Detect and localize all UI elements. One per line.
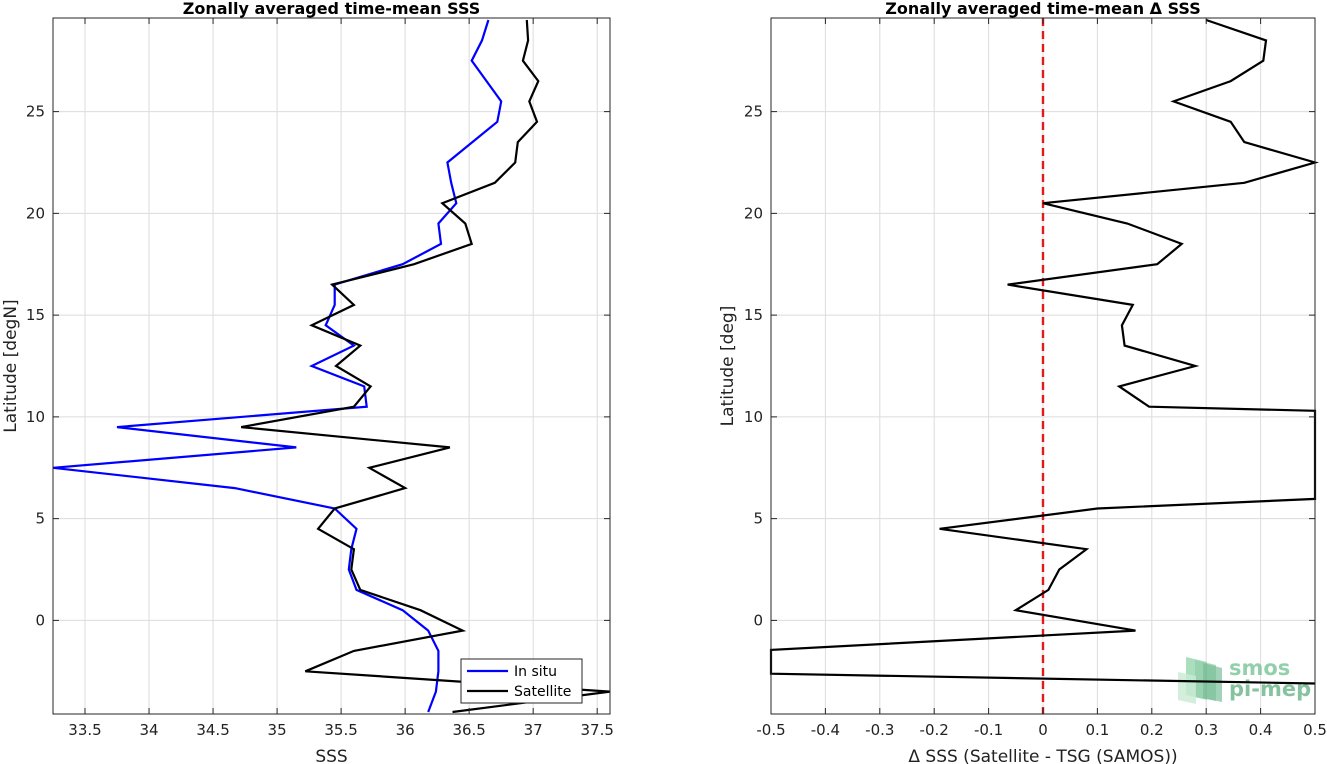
y-tick-label: 15 [744, 306, 763, 324]
x-tick-label: 35 [268, 721, 287, 739]
y-tick-label: 0 [35, 611, 45, 629]
x-tick-label: 0.2 [1140, 721, 1164, 739]
x-tick-label: 0.4 [1249, 721, 1273, 739]
delta-sss-panel: smos pi-mep -0.5 -0.4 -0.3 -0.2 -0.1 0 0.1 0.2 0… [718, 0, 1327, 764]
x-tick-label: -0.3 [865, 721, 894, 739]
sss-grid [53, 18, 610, 714]
sss-panel: 33.5 34 34.5 35 35.5 36 36.5 37 37.5 0 5 10 15 20 25 Z… [1, 0, 614, 764]
x-tick-label: 0.5 [1303, 721, 1327, 739]
y-tick-label: 10 [744, 408, 763, 426]
series-line-delta-sss [769, 18, 1319, 685]
sss-y-axis-label: Latitude [degN] [1, 299, 21, 432]
legend-box [460, 658, 583, 704]
sss-chart-title: Zonally averaged time-mean SSS [183, 0, 481, 18]
y-tick-label: 5 [35, 510, 45, 528]
legend-label-in-situ: In situ [514, 664, 557, 680]
x-tick-label: 36.5 [452, 721, 485, 739]
y-tick-label: 0 [753, 611, 763, 629]
x-tick-label: 37 [524, 721, 543, 739]
x-tick-label: 34 [139, 721, 158, 739]
x-tick-label: -0.4 [811, 721, 840, 739]
delta-chart-title: Zonally averaged time-mean Δ SSS [885, 0, 1201, 18]
x-tick-label: 35.5 [324, 721, 357, 739]
smos-pi-mep-logo: smos pi-mep [1178, 656, 1311, 704]
logo-text-pi-mep: pi-mep [1229, 677, 1311, 701]
y-tick-label: 20 [26, 204, 45, 222]
delta-series [769, 18, 1319, 685]
x-tick-label: -0.2 [920, 721, 949, 739]
y-tick-label: 15 [26, 306, 45, 324]
x-tick-label: -0.1 [974, 721, 1003, 739]
x-tick-label: 0.3 [1194, 721, 1218, 739]
x-tick-label: 36 [396, 721, 415, 739]
delta-y-axis-label: Latitude [deg] [718, 306, 738, 427]
x-tick-label: 0.1 [1085, 721, 1109, 739]
delta-ticks: -0.5 -0.4 -0.3 -0.2 -0.1 0 0.1 0.2 0.3 0.4 0.5 0 5 10… [744, 18, 1327, 739]
x-tick-label: 0 [1038, 721, 1048, 739]
legend-label-satellite: Satellite [514, 684, 571, 700]
sss-x-axis-label: SSS [315, 747, 347, 764]
y-tick-label: 10 [26, 408, 45, 426]
sss-axes-frame [52, 17, 611, 715]
y-tick-label: 25 [26, 103, 45, 121]
x-tick-label: 37.5 [580, 721, 613, 739]
sss-series [52, 19, 611, 714]
series-line-satellite [241, 19, 611, 714]
logo-text-smos: smos [1229, 656, 1290, 680]
series-line-in-situ [52, 19, 503, 713]
x-tick-label: 33.5 [68, 721, 101, 739]
y-tick-label: 25 [744, 103, 763, 121]
legend: In situ Satellite [460, 658, 583, 704]
sss-ticks: 33.5 34 34.5 35 35.5 36 36.5 37 37.5 0 5 10 15 20 25 [26, 18, 614, 739]
x-tick-label: -0.5 [756, 721, 785, 739]
delta-x-axis-label: Δ SSS (Satellite - TSG (SAMOS)) [908, 747, 1177, 764]
y-tick-label: 20 [744, 204, 763, 222]
x-tick-label: 34.5 [196, 721, 229, 739]
y-tick-label: 5 [753, 510, 763, 528]
